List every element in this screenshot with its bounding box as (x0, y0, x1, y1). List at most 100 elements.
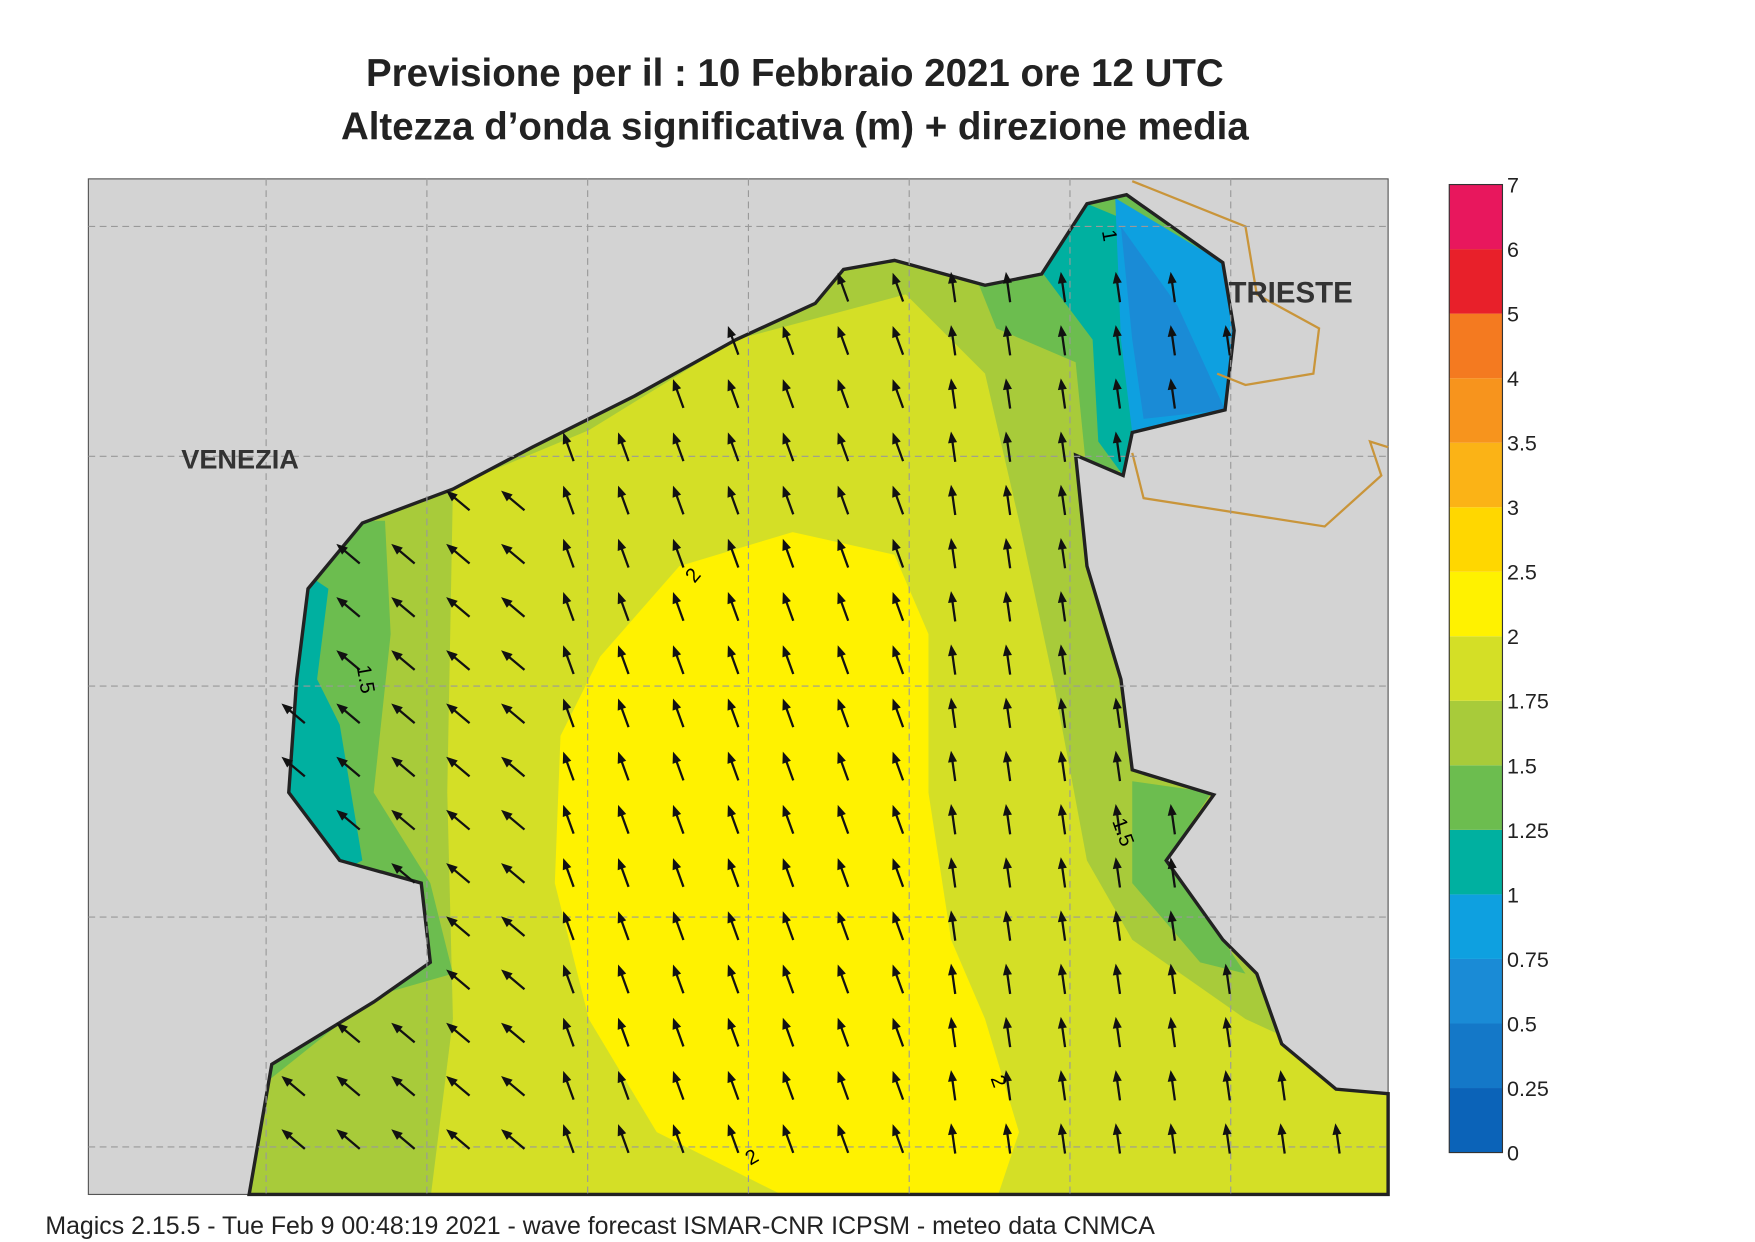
arrow-head (837, 964, 846, 977)
colorbar-tick-label: 7 (1507, 173, 1519, 197)
footer: Magics 2.15.5 - Tue Feb 9 00:48:19 2021 … (45, 1212, 1155, 1240)
arrow-head (837, 911, 846, 924)
arrow-head (782, 1124, 791, 1137)
arrow-head (892, 1017, 901, 1030)
arrow-head (617, 485, 627, 498)
arrow-head (391, 756, 403, 768)
colorbar-tick-label: 1.75 (1507, 690, 1549, 714)
arrow-head (391, 1022, 403, 1034)
arrow-head (782, 751, 791, 764)
arrow-head (391, 1075, 403, 1087)
colorbar-bin (1449, 571, 1503, 637)
arrow-head (1002, 804, 1012, 816)
arrow-head (782, 698, 791, 711)
arrow-head (391, 1129, 403, 1140)
arrow-head (1002, 910, 1012, 923)
arrow-head (336, 1129, 348, 1140)
arrow-head (446, 1129, 458, 1140)
colorbar-bin (1449, 313, 1503, 379)
arrow-head (617, 858, 627, 871)
arrow-head (1002, 750, 1012, 763)
arrow-head (672, 1124, 682, 1137)
arrow-head (1057, 697, 1067, 710)
arrow-head (446, 543, 458, 555)
arrow-head (1057, 857, 1067, 870)
arrow-head (672, 858, 682, 871)
arrow-head (672, 432, 682, 445)
arrow-head (1057, 537, 1067, 550)
contour-label: 1 (1097, 228, 1121, 243)
arrow-head (501, 969, 513, 981)
arrow-head (837, 698, 846, 711)
arrow-head (1167, 271, 1177, 284)
arrow-head (672, 911, 682, 924)
arrow-head (1167, 910, 1177, 923)
arrow-head (1002, 1070, 1012, 1082)
arrow-head (617, 432, 627, 445)
colorbar-tick-label: 6 (1507, 238, 1519, 262)
arrow-head (336, 543, 348, 555)
arrow-head (446, 756, 458, 768)
arrow-head (782, 911, 791, 924)
arrow-head (1112, 271, 1122, 284)
arrow-head (892, 645, 901, 658)
arrow-head (1112, 857, 1122, 870)
arrow-head (672, 751, 682, 764)
arrow-head (672, 1017, 682, 1030)
arrow-head (672, 698, 682, 711)
arrow-head (501, 756, 513, 768)
arrow-head (1002, 591, 1012, 604)
arrow-head (501, 490, 513, 502)
arrow-head (391, 650, 403, 662)
arrow-head (446, 490, 458, 502)
arrow-head (892, 432, 901, 445)
arrow-head (562, 911, 572, 924)
arrow-head (281, 703, 294, 715)
arrow-head (1057, 271, 1067, 284)
arrow-head (837, 538, 846, 551)
arrow-head (1002, 378, 1012, 391)
arrow-head (837, 751, 846, 764)
arrow-head (892, 1070, 901, 1084)
arrow-head (1002, 431, 1012, 444)
arrow-head (1002, 271, 1012, 284)
arrow-head (1277, 1070, 1287, 1082)
arrow-head (1112, 697, 1122, 710)
arrow-head (672, 1070, 682, 1084)
arrow-head (1112, 1123, 1122, 1136)
arrow-head (1222, 1016, 1232, 1029)
colorbar-bin (1449, 636, 1503, 701)
arrow-head (892, 858, 901, 871)
arrow-head (562, 698, 572, 711)
arrow-head (837, 325, 846, 339)
arrow-head (1002, 537, 1012, 550)
arrow-head (948, 644, 958, 657)
arrow-head (948, 1016, 958, 1029)
arrow-head (782, 645, 791, 658)
arrow-head (1277, 1123, 1287, 1136)
arrow-head (446, 597, 458, 608)
arrow-head (672, 645, 682, 658)
arrow-head (837, 1124, 846, 1137)
arrow-head (446, 809, 458, 821)
arrow-head (1057, 378, 1067, 391)
arrow-head (892, 538, 901, 551)
arrow-head (782, 1017, 791, 1030)
arrow-head (837, 379, 846, 392)
arrow-head (1002, 697, 1012, 710)
arrow-head (1167, 804, 1177, 816)
arrow-head (501, 597, 513, 608)
arrow-head (391, 863, 403, 874)
arrow-head (446, 969, 458, 981)
arrow-head (892, 751, 901, 764)
arrow-head (617, 804, 627, 818)
arrow-head (1002, 1016, 1012, 1029)
colorbar-tick-label: 4 (1507, 367, 1519, 391)
arrow-head (948, 963, 958, 976)
arrow-head (1222, 1123, 1232, 1136)
arrow-head (336, 809, 348, 821)
arrow-head (562, 804, 572, 818)
arrow-head (1057, 750, 1067, 763)
arrow-head (948, 431, 958, 444)
arrow-head (446, 1075, 458, 1087)
